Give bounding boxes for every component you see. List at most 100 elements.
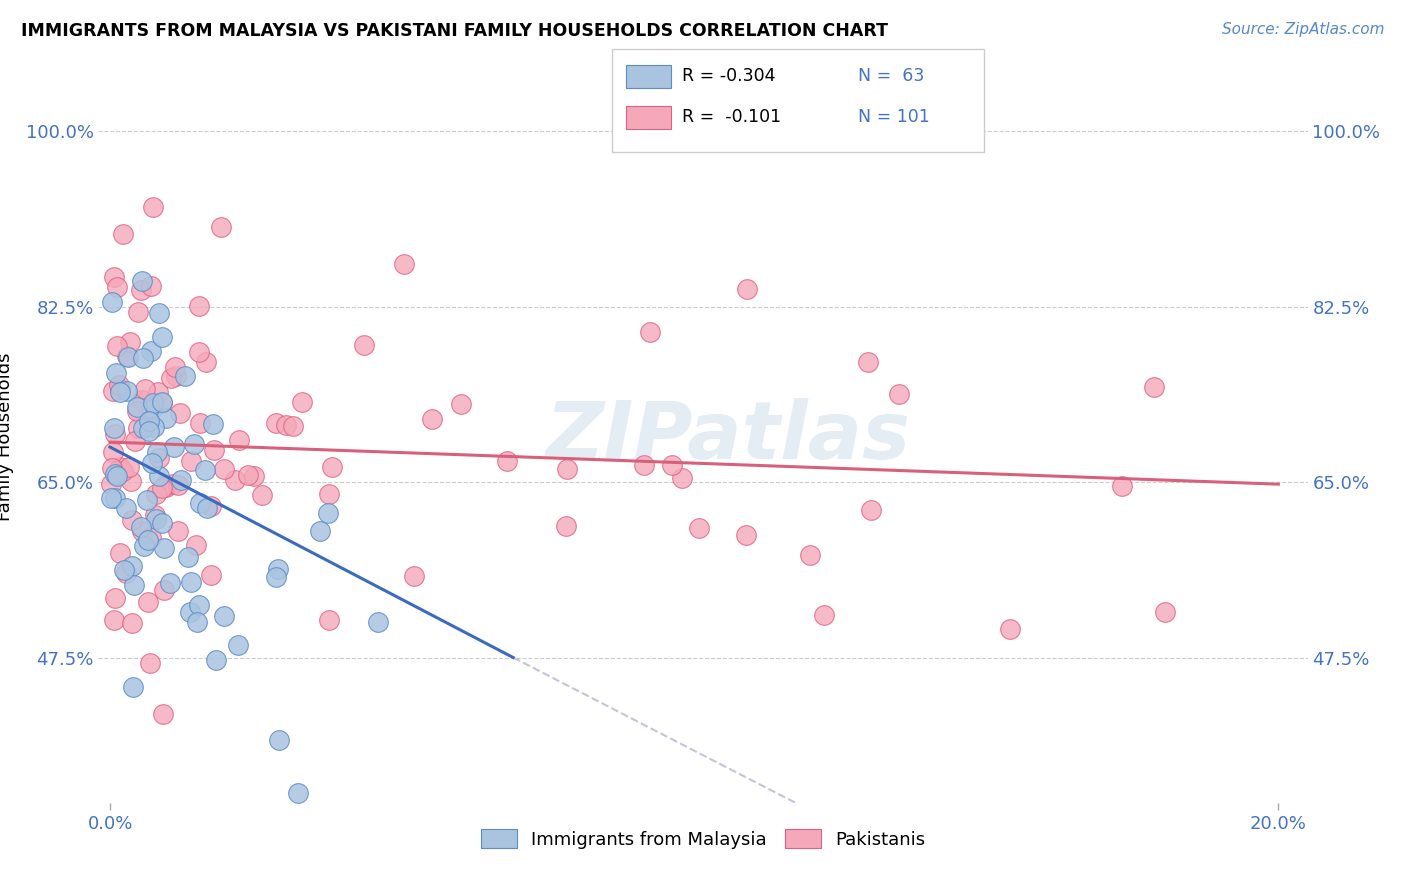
Point xyxy=(243,469,266,483)
Point xyxy=(145,512,167,526)
Point xyxy=(998,623,1021,637)
Point xyxy=(121,558,143,573)
Point xyxy=(104,591,127,605)
Text: N =  63: N = 63 xyxy=(858,67,924,85)
Point xyxy=(115,384,138,399)
Point xyxy=(118,334,141,349)
Text: R = -0.304: R = -0.304 xyxy=(682,67,776,85)
Point xyxy=(108,385,131,400)
Point xyxy=(127,420,149,434)
Point xyxy=(267,562,290,576)
Point xyxy=(117,351,139,365)
Point xyxy=(281,419,304,434)
Point xyxy=(118,459,141,474)
Point xyxy=(125,404,148,418)
Point xyxy=(131,421,153,435)
Point xyxy=(145,487,167,501)
Point xyxy=(148,469,170,483)
Point xyxy=(105,339,128,353)
Point xyxy=(194,462,217,476)
Point xyxy=(131,392,153,407)
Point xyxy=(101,295,124,310)
Point xyxy=(152,707,174,722)
Point xyxy=(100,491,122,506)
Point xyxy=(110,382,132,396)
Point xyxy=(103,613,125,627)
Point xyxy=(153,582,176,597)
Point xyxy=(112,563,135,577)
Point xyxy=(150,396,173,410)
Point xyxy=(131,524,153,538)
Point xyxy=(108,377,131,392)
Point xyxy=(139,278,162,293)
Point xyxy=(813,608,835,623)
Point xyxy=(799,548,821,562)
Point xyxy=(316,506,339,520)
Point xyxy=(108,545,131,559)
Point xyxy=(163,359,186,374)
Point xyxy=(274,418,297,433)
Point xyxy=(640,325,662,339)
Point xyxy=(188,416,211,430)
Point xyxy=(195,355,218,369)
Point xyxy=(226,638,249,652)
Point xyxy=(1143,380,1166,394)
Point xyxy=(404,569,426,583)
Point xyxy=(150,330,173,344)
Point xyxy=(495,454,517,468)
Point xyxy=(103,421,125,435)
Point xyxy=(165,369,187,384)
Point xyxy=(267,733,290,747)
Point xyxy=(889,387,911,401)
Point xyxy=(353,337,375,351)
Point xyxy=(136,533,159,548)
Point xyxy=(450,396,472,410)
Point xyxy=(688,521,710,535)
Point xyxy=(264,416,287,430)
Point xyxy=(104,491,127,506)
Point xyxy=(121,680,143,694)
Point xyxy=(117,349,139,363)
Point xyxy=(224,473,246,487)
Point xyxy=(120,474,142,488)
Point xyxy=(169,473,191,487)
Point xyxy=(291,394,314,409)
Point xyxy=(162,477,184,491)
Point xyxy=(132,351,155,365)
Point xyxy=(121,513,143,527)
Point xyxy=(101,461,124,475)
Point xyxy=(202,442,225,457)
Point xyxy=(187,345,209,359)
Point xyxy=(166,477,188,491)
Point xyxy=(122,578,145,592)
Point xyxy=(188,496,211,510)
Point xyxy=(555,519,578,533)
Point xyxy=(420,412,443,426)
Point xyxy=(121,615,143,630)
Point xyxy=(212,608,235,623)
Point xyxy=(146,445,169,459)
Point xyxy=(103,269,125,284)
Point xyxy=(153,541,176,555)
Point xyxy=(146,385,169,400)
Point xyxy=(735,527,758,541)
Point xyxy=(124,434,146,448)
Text: Source: ZipAtlas.com: Source: ZipAtlas.com xyxy=(1222,22,1385,37)
Point xyxy=(139,656,162,670)
Point xyxy=(860,503,883,517)
Point xyxy=(127,305,149,319)
Point xyxy=(143,508,166,523)
Point xyxy=(100,477,122,491)
Point xyxy=(141,402,163,417)
Y-axis label: Family Households: Family Households xyxy=(0,353,14,521)
Point xyxy=(188,598,211,612)
Text: N = 101: N = 101 xyxy=(858,108,929,126)
Point xyxy=(856,355,879,369)
Point xyxy=(200,499,222,513)
Point xyxy=(159,576,181,591)
Point xyxy=(141,456,163,470)
Point xyxy=(1153,605,1175,619)
Point xyxy=(132,539,155,553)
Point xyxy=(252,488,274,502)
Point xyxy=(183,437,205,451)
